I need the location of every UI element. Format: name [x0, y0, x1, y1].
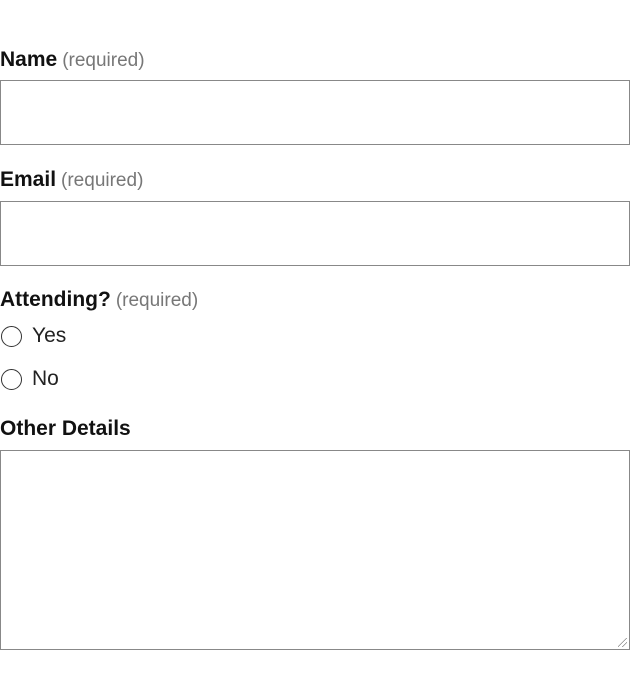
email-input[interactable]	[0, 201, 630, 266]
radio-label-no[interactable]: No	[32, 367, 59, 390]
radio-button-yes[interactable]	[1, 325, 22, 347]
details-label: Other Details	[0, 416, 131, 442]
details-label-text: Other Details	[0, 417, 131, 440]
resize-handle-icon[interactable]	[618, 638, 627, 647]
attending-label-text: Attending?	[0, 288, 111, 311]
required-hint: (required)	[115, 290, 199, 311]
radio-label-yes[interactable]: Yes	[32, 324, 67, 347]
email-label: Email (required)	[0, 167, 143, 194]
required-hint: (required)	[61, 170, 144, 191]
required-hint: (required)	[62, 50, 145, 71]
name-input[interactable]	[0, 80, 630, 145]
name-label: Name (required)	[0, 47, 145, 74]
radio-option-yes[interactable]: Yes	[0, 324, 66, 348]
name-label-text: Name	[0, 48, 58, 71]
details-textarea[interactable]	[0, 450, 630, 650]
attending-label: Attending? (required)	[0, 287, 198, 314]
email-label-text: Email	[0, 168, 57, 191]
radio-button-no[interactable]	[1, 368, 22, 390]
radio-option-no[interactable]: No	[0, 367, 59, 391]
